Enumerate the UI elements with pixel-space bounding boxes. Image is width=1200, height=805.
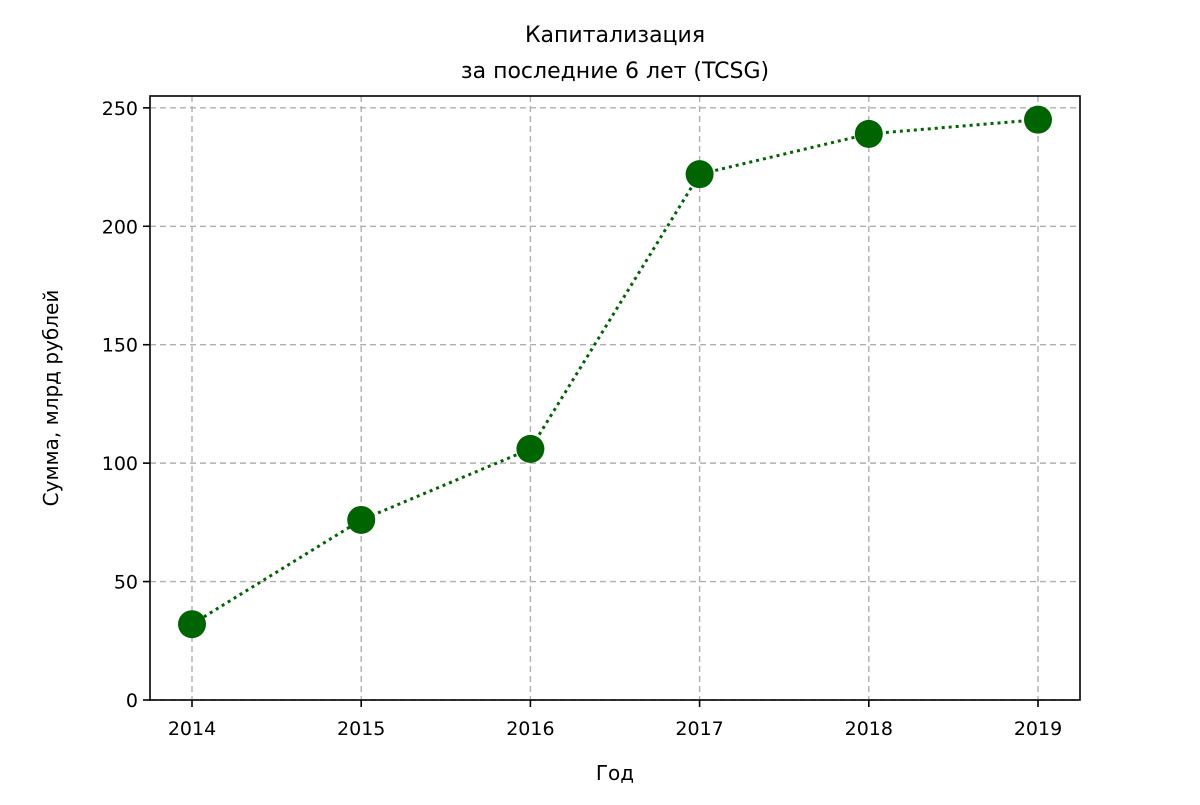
data-point (1024, 105, 1052, 134)
chart-title-line-1: Капитализация (525, 23, 705, 48)
data-point (178, 610, 206, 639)
series (178, 105, 1052, 639)
y-tick-label: 50 (114, 572, 138, 594)
data-point (516, 434, 545, 463)
data-point (685, 160, 714, 189)
y-axis-label: Сумма, млрд рублей (39, 290, 63, 507)
axis-ticks: 2014 2015 2016 2017 2018 2019 0 50 100 150 200 250 (102, 98, 1062, 740)
y-tick-label: 150 (102, 335, 138, 357)
x-axis-label: Год (596, 761, 634, 785)
x-tick-label: 2019 (1014, 718, 1062, 740)
y-tick-label: 250 (102, 98, 138, 120)
x-tick-label: 2018 (845, 718, 893, 740)
x-tick-label: 2015 (337, 718, 385, 740)
plot-frame (149, 95, 1081, 701)
x-tick-label: 2014 (168, 718, 216, 740)
x-tick-label: 2017 (675, 718, 723, 740)
y-tick-label: 100 (102, 453, 138, 475)
x-tick-label: 2016 (506, 718, 554, 740)
data-point (347, 505, 376, 534)
grid (150, 96, 1080, 701)
series-line (191, 118, 1039, 626)
data-point (854, 119, 883, 148)
y-tick-label: 0 (126, 690, 138, 712)
chart-title-line-2: за последние 6 лет (TCSG) (461, 59, 769, 84)
y-tick-label: 200 (102, 216, 138, 238)
